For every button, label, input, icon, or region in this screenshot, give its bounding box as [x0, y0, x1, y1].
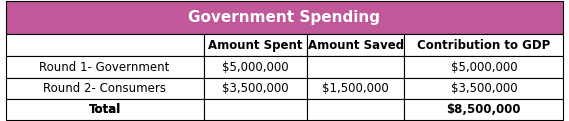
Bar — [307, 78, 405, 99]
Bar — [6, 34, 204, 56]
Text: Amount Saved: Amount Saved — [307, 39, 403, 52]
Text: $5,000,000: $5,000,000 — [222, 60, 288, 74]
Bar — [405, 34, 563, 56]
Text: Round 1- Government: Round 1- Government — [39, 60, 170, 74]
Text: Total: Total — [89, 103, 121, 116]
Text: $8,500,000: $8,500,000 — [447, 103, 521, 116]
Text: Contribution to GDP: Contribution to GDP — [417, 39, 550, 52]
Bar — [405, 78, 563, 99]
Text: $3,500,000: $3,500,000 — [222, 82, 288, 95]
Text: $3,500,000: $3,500,000 — [451, 82, 517, 95]
Bar — [204, 56, 307, 78]
Bar — [405, 56, 563, 78]
Text: Round 2- Consumers: Round 2- Consumers — [43, 82, 166, 95]
Bar — [6, 56, 204, 78]
Bar — [307, 34, 405, 56]
Bar — [405, 99, 563, 120]
Bar — [204, 99, 307, 120]
Text: $1,500,000: $1,500,000 — [322, 82, 389, 95]
Text: Amount Spent: Amount Spent — [208, 39, 303, 52]
Bar — [307, 56, 405, 78]
Bar — [307, 99, 405, 120]
Bar — [6, 78, 204, 99]
Text: Government Spending: Government Spending — [188, 10, 381, 25]
Bar — [6, 1, 563, 34]
Bar — [204, 78, 307, 99]
Bar — [204, 34, 307, 56]
Text: $5,000,000: $5,000,000 — [451, 60, 517, 74]
Bar — [6, 99, 204, 120]
Text: Total: Total — [89, 103, 121, 116]
